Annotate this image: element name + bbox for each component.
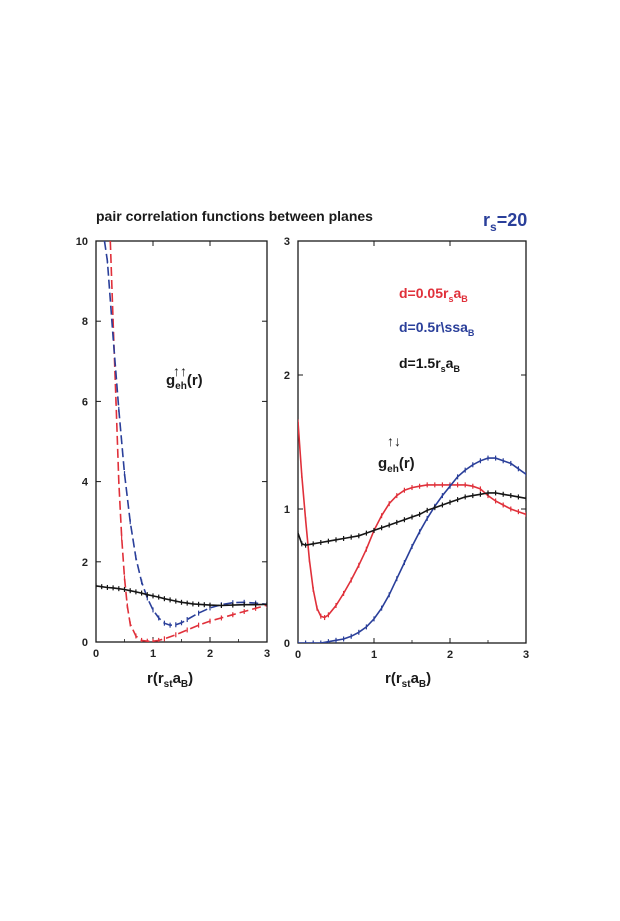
right-series [298, 419, 526, 643]
left-ytick-label: 2 [82, 557, 88, 569]
right-series-line-0 [298, 421, 526, 619]
left-xtick-label: 3 [264, 648, 270, 660]
left-series [96, 241, 267, 642]
left-ytick-label: 6 [82, 396, 88, 408]
left-xtick-label: 2 [207, 648, 213, 660]
right-legend: d=0.05rsaB d=0.5r\ssaB d=1.5rsaB [399, 285, 475, 374]
left-annotation: geh(r) [166, 372, 203, 392]
legend-entry-red: d=0.05rsaB [399, 285, 468, 304]
left-ytick-label: 4 [82, 477, 89, 489]
left-ytick-label: 0 [82, 637, 88, 649]
right-annotation: geh(r) [378, 455, 415, 475]
rs-label: rs=20 [483, 210, 527, 234]
left-xtick-label: 1 [150, 648, 156, 660]
rs-label-sub: s [490, 220, 497, 234]
right-ytick-label: 2 [284, 370, 290, 382]
right-ytick-label: 3 [284, 236, 290, 248]
right-annotation-arrows: ↑↓ [387, 433, 401, 449]
right-x-axis-label: r(rstaB) [385, 670, 431, 690]
right-ytick-label: 1 [284, 504, 290, 516]
left-series-line-0 [109, 241, 267, 642]
right-xtick-label: 2 [447, 649, 453, 661]
right-series-line-2 [298, 492, 526, 547]
right-xtick-label: 3 [523, 649, 529, 661]
left-ytick-label: 8 [82, 316, 88, 328]
left-ytick-label: 10 [76, 236, 88, 248]
right-panel: 0 1 2 3 0 1 2 3 d=0.05rsaB d=0.5r\ssaB d=1.5rsa… [284, 236, 529, 690]
right-plot-frame [297, 240, 527, 644]
legend-entry-blue: d=0.5r\ssaB [399, 319, 475, 338]
left-ticks: 0 1 2 3 0 2 4 6 8 10 [76, 236, 270, 660]
right-ticks: 0 1 2 3 0 1 2 3 [284, 236, 529, 661]
left-panel: 0 1 2 3 0 2 4 6 8 10 ↑↑ geh(r) r(rstaB) [76, 236, 270, 690]
left-series-line-2 [96, 585, 267, 607]
right-xtick-label: 0 [295, 649, 301, 661]
left-series-line-1 [103, 241, 267, 627]
figure-title: pair correlation functions between plane… [96, 208, 373, 224]
left-annotation-arrows: ↑↑ [173, 363, 187, 379]
right-xtick-label: 1 [371, 649, 377, 661]
left-xtick-label: 0 [93, 648, 99, 660]
left-x-axis-label: r(rstaB) [147, 670, 193, 690]
right-ytick-label: 0 [284, 638, 290, 650]
legend-entry-black: d=1.5rsaB [399, 355, 460, 374]
